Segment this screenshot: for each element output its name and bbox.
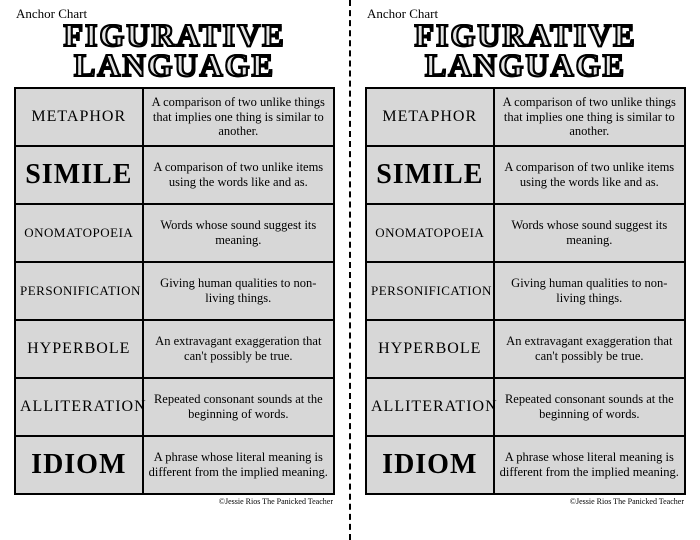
table-row: HYPERBOLEAn extravagant exaggeration tha… <box>15 320 334 378</box>
term-cell: SIMILE <box>15 146 143 204</box>
definition-cell: Words whose sound suggest its meaning. <box>143 204 334 262</box>
title-line-2: LANGUAGE <box>365 50 686 80</box>
term-cell: ONOMATOPOEIA <box>15 204 143 262</box>
term-cell: METAPHOR <box>366 88 494 146</box>
table-row: ONOMATOPOEIAWords whose sound suggest it… <box>15 204 334 262</box>
term-cell: IDIOM <box>15 436 143 494</box>
definition-cell: Repeated consonant sounds at the beginni… <box>143 378 334 436</box>
definition-cell: Giving human qualities to non-living thi… <box>494 262 685 320</box>
anchor-chart-panel-left: Anchor Chart FIGURATIVE LANGUAGE METAPHO… <box>0 0 349 540</box>
definitions-tbody-left: METAPHORA comparison of two unlike thing… <box>15 88 334 494</box>
table-row: ONOMATOPOEIAWords whose sound suggest it… <box>366 204 685 262</box>
definition-cell: An extravagant exaggeration that can't p… <box>494 320 685 378</box>
definition-cell: Repeated consonant sounds at the beginni… <box>494 378 685 436</box>
term-cell: HYPERBOLE <box>366 320 494 378</box>
table-row: ALLITERATIONRepeated consonant sounds at… <box>15 378 334 436</box>
term-cell: METAPHOR <box>15 88 143 146</box>
title-line-2: LANGUAGE <box>14 50 335 80</box>
definition-cell: A comparison of two unlike items using t… <box>143 146 334 204</box>
definition-cell: Words whose sound suggest its meaning. <box>494 204 685 262</box>
definition-cell: A phrase whose literal meaning is differ… <box>494 436 685 494</box>
term-cell: ALLITERATION <box>15 378 143 436</box>
table-row: SIMILEA comparison of two unlike items u… <box>15 146 334 204</box>
term-cell: IDIOM <box>366 436 494 494</box>
definitions-tbody-right: METAPHORA comparison of two unlike thing… <box>366 88 685 494</box>
definitions-table: METAPHORA comparison of two unlike thing… <box>365 87 686 495</box>
anchor-chart-panel-right: Anchor Chart FIGURATIVE LANGUAGE METAPHO… <box>351 0 700 540</box>
term-cell: PERSONIFICATION <box>366 262 494 320</box>
definitions-table: METAPHORA comparison of two unlike thing… <box>14 87 335 495</box>
term-cell: ONOMATOPOEIA <box>366 204 494 262</box>
table-row: ALLITERATIONRepeated consonant sounds at… <box>366 378 685 436</box>
table-row: HYPERBOLEAn extravagant exaggeration tha… <box>366 320 685 378</box>
table-row: IDIOMA phrase whose literal meaning is d… <box>15 436 334 494</box>
table-row: METAPHORA comparison of two unlike thing… <box>366 88 685 146</box>
table-row: IDIOMA phrase whose literal meaning is d… <box>366 436 685 494</box>
chart-title: FIGURATIVE LANGUAGE <box>365 20 686 81</box>
table-row: PERSONIFICATIONGiving human qualities to… <box>15 262 334 320</box>
table-row: METAPHORA comparison of two unlike thing… <box>15 88 334 146</box>
credit-line: ©Jessie Rios The Panicked Teacher <box>365 497 686 506</box>
definition-cell: A comparison of two unlike things that i… <box>494 88 685 146</box>
definition-cell: A phrase whose literal meaning is differ… <box>143 436 334 494</box>
term-cell: ALLITERATION <box>366 378 494 436</box>
definition-cell: A comparison of two unlike things that i… <box>143 88 334 146</box>
definition-cell: Giving human qualities to non-living thi… <box>143 262 334 320</box>
term-cell: PERSONIFICATION <box>15 262 143 320</box>
term-cell: HYPERBOLE <box>15 320 143 378</box>
definition-cell: An extravagant exaggeration that can't p… <box>143 320 334 378</box>
title-line-1: FIGURATIVE <box>365 20 686 50</box>
term-cell: SIMILE <box>366 146 494 204</box>
credit-line: ©Jessie Rios The Panicked Teacher <box>14 497 335 506</box>
chart-title: FIGURATIVE LANGUAGE <box>14 20 335 81</box>
title-line-1: FIGURATIVE <box>14 20 335 50</box>
table-row: PERSONIFICATIONGiving human qualities to… <box>366 262 685 320</box>
table-row: SIMILEA comparison of two unlike items u… <box>366 146 685 204</box>
definition-cell: A comparison of two unlike items using t… <box>494 146 685 204</box>
